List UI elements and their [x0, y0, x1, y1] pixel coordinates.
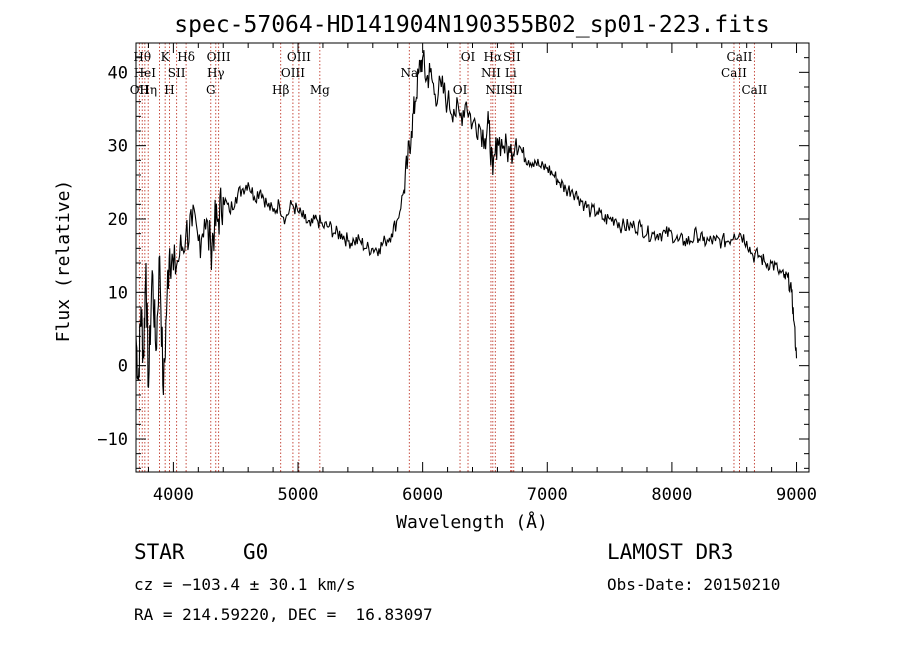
x-tick-label: 6000 [402, 485, 443, 505]
spectral-line-label: CaII [721, 66, 747, 80]
x-tick-label: 8000 [651, 485, 692, 505]
x-tick-label: 9000 [776, 485, 817, 505]
y-axis-label: Flux (relative) [53, 180, 74, 343]
spectral-line-label: NII [481, 66, 501, 80]
spectral-line-label: SII [505, 83, 523, 97]
y-tick-label: 40 [108, 63, 128, 83]
spectral-line-label: Hα [484, 50, 503, 64]
spectral-line-label: Na [400, 66, 418, 80]
spectral-line-label: SII [503, 50, 521, 64]
spectral-line-label: OI [461, 50, 476, 64]
spectral-line-label: OIII [281, 66, 305, 80]
observation-date: Obs-Date: 20150210 [607, 575, 781, 594]
spectral-line-label: H [164, 83, 174, 97]
chart-title: spec-57064-HD141904N190355B02_sp01-223.f… [174, 12, 769, 38]
survey-name: LAMOST DR3 [607, 540, 734, 564]
spectral-line-label: CaII [727, 50, 753, 64]
x-tick-label: 4000 [153, 485, 194, 505]
spectral-line-label: SII [168, 66, 186, 80]
y-tick-label: 0 [118, 357, 128, 377]
spectral-line-label: Li [505, 66, 517, 80]
spectral-line-label: Hθ [133, 50, 151, 64]
spectral-line-label: K [161, 50, 171, 64]
y-tick-label: 10 [108, 283, 128, 303]
spectral-line-label: Hβ [272, 83, 289, 97]
redshift-readout: cz = −103.4 ± 30.1 km/s [134, 575, 356, 594]
spectral-line-label: Mg [310, 83, 330, 97]
spectral-line-label: NII [485, 83, 505, 97]
coordinates-readout: RA = 214.59220, DEC = 16.83097 [134, 605, 433, 624]
y-tick-label: 30 [108, 137, 128, 157]
spectral-line-label: OIII [207, 50, 231, 64]
spectral-line-label: OIII [287, 50, 311, 64]
y-tick-label: −10 [97, 430, 128, 450]
y-tick-label: 20 [108, 210, 128, 230]
object-subclass: G0 [243, 540, 269, 564]
plot-frame [135, 42, 810, 473]
spectral-line-label: Hγ [207, 66, 225, 80]
spectral-line-label: CaII [741, 83, 767, 97]
object-class: STAR [134, 540, 185, 564]
flux-series-line [135, 50, 798, 396]
spectral-line-label: Hη [139, 83, 157, 97]
spectral-line-label: OI [453, 83, 468, 97]
spectral-line-label: G [206, 83, 216, 97]
spectral-line-label: HeI [134, 66, 157, 80]
x-tick-label: 5000 [278, 485, 319, 505]
axis-ticks: 4000 5000 6000 7000 8000 9000 −10 0 10 20 30 40 [97, 42, 817, 505]
x-axis-label: Wavelength (Å) [396, 511, 548, 533]
x-tick-label: 7000 [527, 485, 568, 505]
spectral-line-label: OII [130, 83, 150, 97]
spectral-line-label: Hδ [177, 50, 195, 64]
